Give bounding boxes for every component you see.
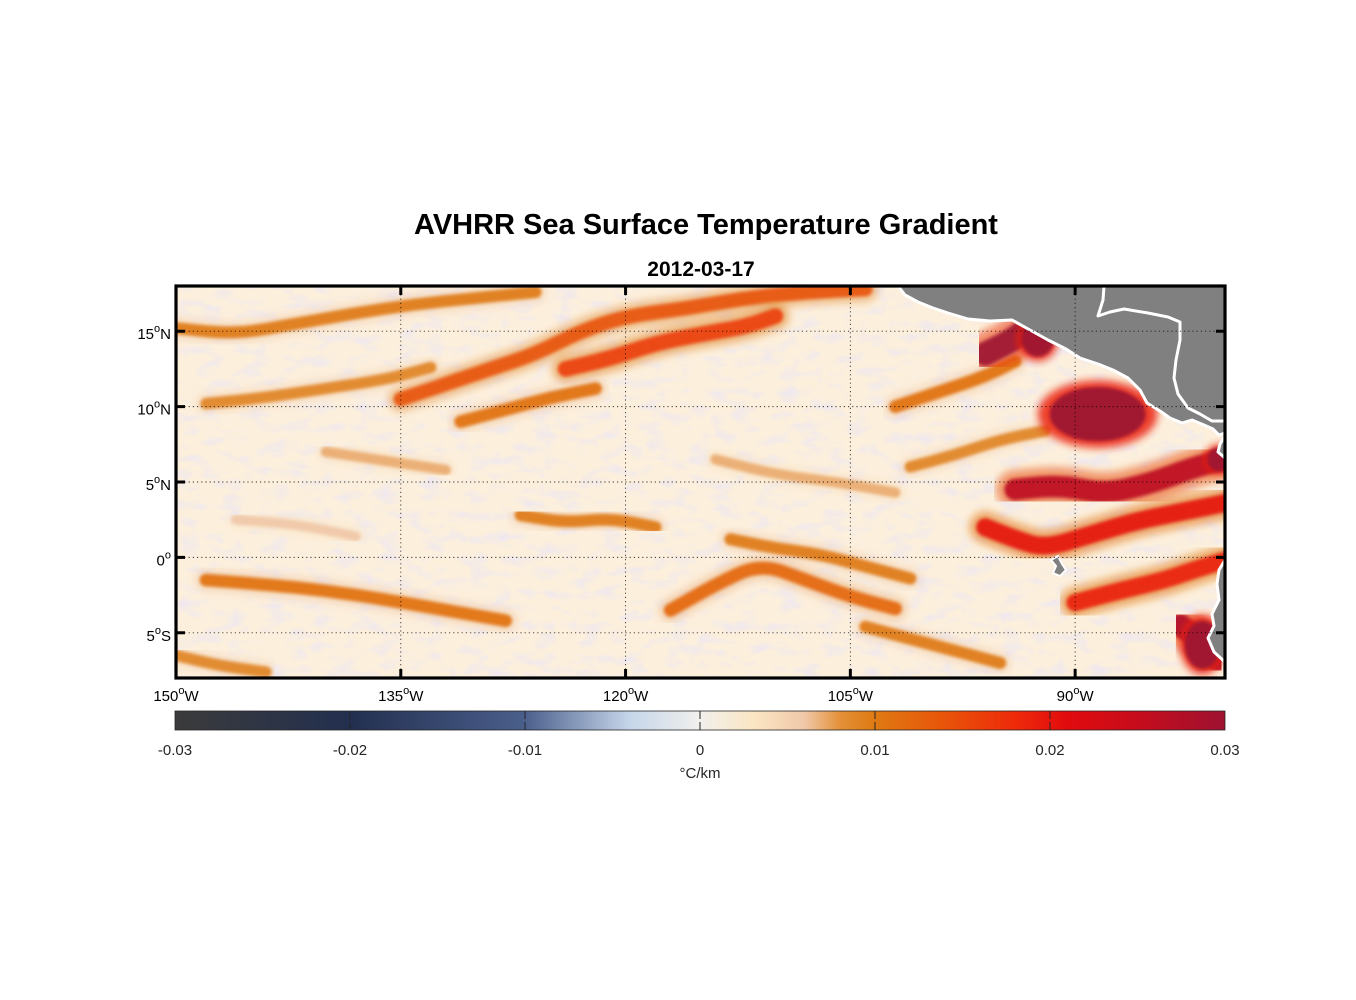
latitude-tick-label: 10oN bbox=[137, 399, 171, 419]
latitude-tick-label: 15oN bbox=[137, 323, 171, 343]
gradient-band bbox=[454, 382, 602, 428]
graticule bbox=[176, 286, 1225, 678]
gradient-hotspot bbox=[1049, 387, 1146, 442]
chart-title: AVHRR Sea Surface Temperature Gradient bbox=[414, 209, 998, 241]
gradient-band bbox=[199, 573, 512, 628]
gradient-band bbox=[176, 649, 272, 678]
gradient-band bbox=[859, 620, 1007, 669]
central-america-landmass bbox=[896, 286, 1225, 437]
colorbar-tick-label: -0.03 bbox=[158, 742, 192, 759]
gradient-bands bbox=[176, 286, 1225, 678]
colorbar-ticks: -0.03 -0.02 -0.01 0 0.01 0.02 0.03 bbox=[158, 711, 1240, 759]
latitude-tick-label: 0o bbox=[157, 549, 171, 569]
ecuador-peru-landmass bbox=[1206, 558, 1225, 664]
map-axis-ticks bbox=[174, 286, 1225, 678]
gradient-band bbox=[710, 454, 901, 498]
colorbar-tick-label: -0.01 bbox=[508, 742, 542, 759]
longitude-tick-label: 90oW bbox=[1057, 685, 1095, 705]
latitude-tick-labels: 15oN 10oN 5oN 0o 5oS bbox=[137, 323, 171, 645]
longitude-tick-label: 150oW bbox=[153, 685, 199, 705]
gradient-band bbox=[514, 509, 662, 534]
gradient-band bbox=[724, 533, 917, 585]
colorbar-tick-label: 0.02 bbox=[1035, 742, 1064, 759]
longitude-tick-label: 135oW bbox=[378, 685, 424, 705]
gradient-band bbox=[663, 561, 902, 617]
colorbar-tick-label: 0 bbox=[696, 742, 704, 759]
gradient-band bbox=[320, 446, 451, 476]
latitude-tick-label: 5oN bbox=[146, 474, 171, 494]
gradient-band bbox=[976, 494, 1225, 555]
gradient-band bbox=[557, 308, 784, 377]
colorbar: -0.03 -0.02 -0.01 0 0.01 0.02 0.03 °C/km bbox=[158, 710, 1240, 782]
colorbar-tick-label: -0.02 bbox=[333, 742, 367, 759]
gradient-band bbox=[1066, 551, 1225, 612]
gradient-band bbox=[200, 361, 437, 410]
longitude-tick-labels: 150oW 135oW 120oW 105oW 90oW bbox=[153, 685, 1094, 705]
gradient-band bbox=[1004, 448, 1225, 503]
colombia-coast-landmass bbox=[1216, 434, 1225, 460]
gradient-band bbox=[904, 425, 1051, 473]
map-area bbox=[176, 286, 1225, 678]
longitude-tick-label: 120oW bbox=[603, 685, 649, 705]
latitude-tick-label: 5oS bbox=[147, 625, 171, 645]
colorbar-tick-label: 0.03 bbox=[1210, 742, 1239, 759]
colorbar-units-label: °C/km bbox=[680, 765, 721, 782]
longitude-tick-label: 105oW bbox=[828, 685, 874, 705]
chart-subtitle: 2012-03-17 bbox=[647, 258, 754, 281]
gradient-band bbox=[231, 514, 361, 542]
colorbar-tick-label: 0.01 bbox=[860, 742, 889, 759]
